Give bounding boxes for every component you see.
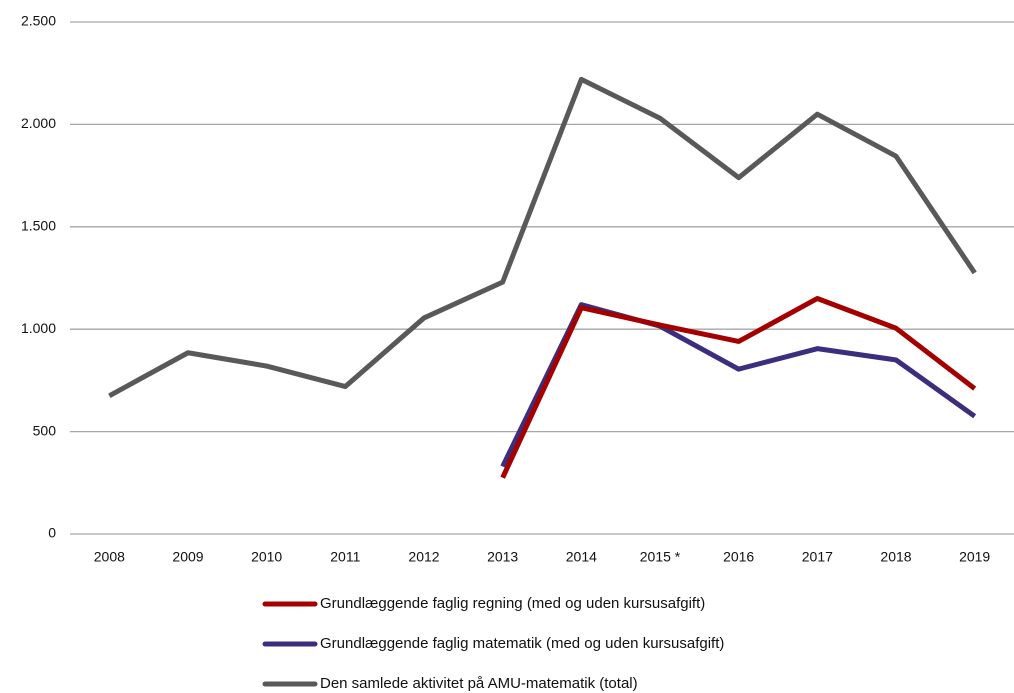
series-line: [500, 302, 977, 468]
y-tick-label: 2.500: [21, 13, 56, 29]
x-tick-label: 2012: [408, 549, 439, 565]
legend: Grundlæggende faglig regning (med og ude…: [262, 595, 724, 692]
legend-label: Grundlæggende faglig regning (med og ude…: [320, 595, 705, 612]
y-tick-label: 0: [48, 525, 56, 541]
x-tick-label: 2011: [330, 549, 360, 565]
y-tick-label: 1.500: [21, 218, 56, 234]
x-tick-label: 2016: [723, 549, 754, 565]
x-tick-label: 2010: [251, 549, 282, 565]
x-tick-label: 2017: [802, 549, 833, 565]
x-tick-label: 2015 *: [640, 549, 681, 565]
x-tick-label: 2014: [566, 549, 597, 565]
y-tick-label: 500: [33, 422, 57, 438]
x-tick-label: 2009: [172, 549, 203, 565]
series-line: [500, 295, 977, 479]
series-line: [108, 76, 977, 398]
legend-label: Den samlede aktivitet på AMU-matematik (…: [320, 675, 638, 692]
y-tick-label: 2.000: [21, 115, 56, 131]
x-tick-label: 2013: [487, 549, 518, 565]
legend-label: Grundlæggende faglig matematik (med og u…: [320, 635, 724, 652]
x-tick-label: 2018: [880, 549, 911, 565]
y-tick-label: 1.000: [21, 320, 56, 336]
x-tick-label: 2008: [94, 549, 125, 565]
x-tick-label: 2019: [959, 549, 990, 565]
